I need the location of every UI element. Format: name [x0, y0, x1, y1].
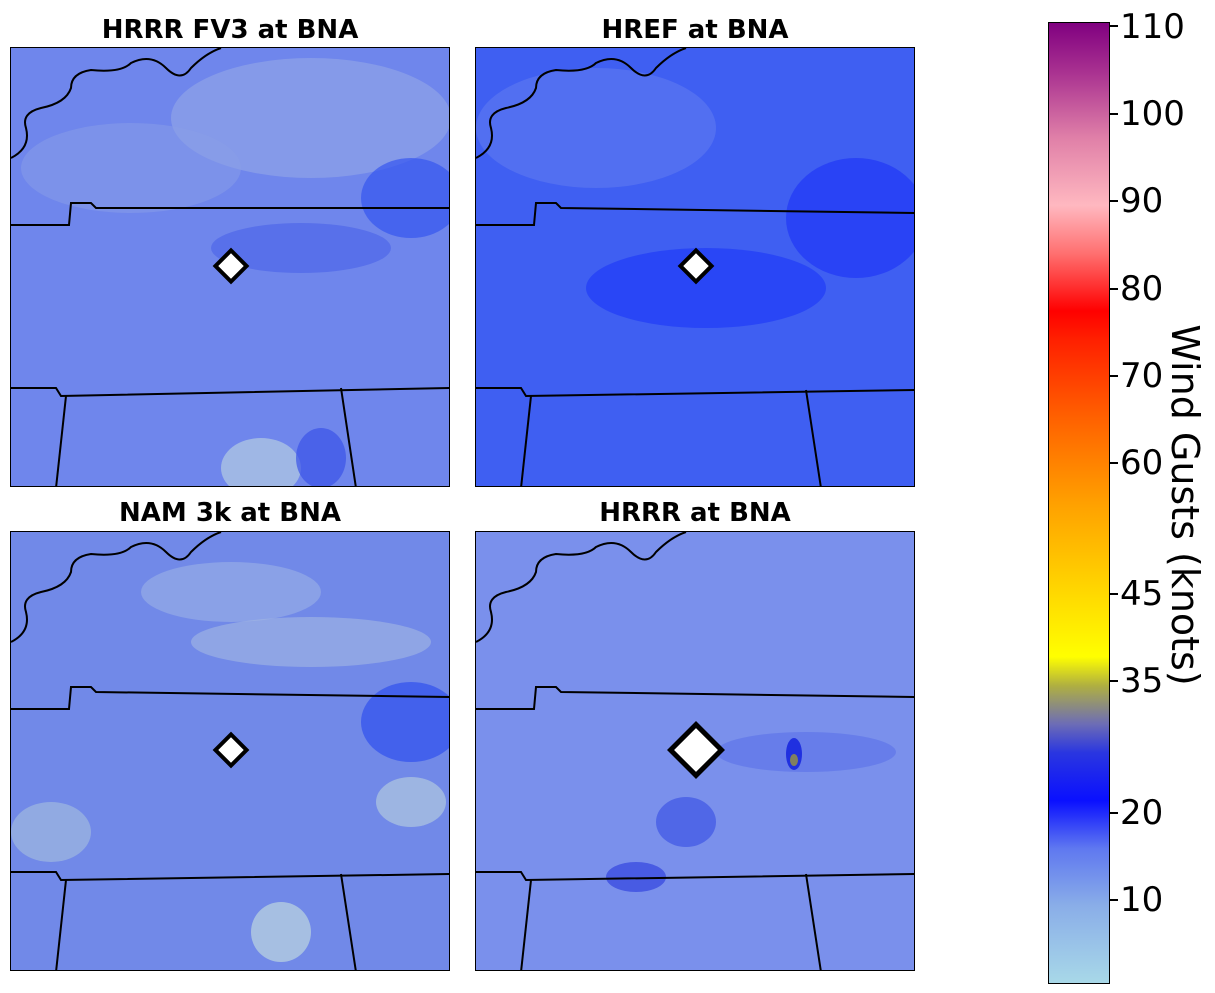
colorbar-tick-label: 35: [1120, 661, 1164, 701]
colorbar-tick-label: 45: [1120, 574, 1164, 614]
colorbar-tick-label: 20: [1120, 793, 1164, 833]
colorbar: [1048, 22, 1110, 984]
station-marker-1: [212, 247, 250, 285]
colorbar-tick: [1110, 288, 1118, 290]
panel-title-1: HRRR FV3 at BNA: [101, 15, 359, 45]
panel-title-4: HRRR at BNA: [599, 498, 791, 528]
colorbar-tick-label: 10: [1120, 880, 1164, 920]
colorbar-tick: [1110, 899, 1118, 901]
colorbar-tick-label: 70: [1120, 356, 1164, 396]
map-panel-hrrr-fv3: [10, 47, 450, 487]
colorbar-tick: [1110, 200, 1118, 202]
station-marker-2: [677, 247, 715, 285]
colorbar-title: Wind Gusts (knots): [1163, 324, 1207, 686]
colorbar-tick-label: 80: [1120, 269, 1164, 309]
station-marker-4: [667, 721, 725, 779]
colorbar-tick: [1110, 680, 1118, 682]
map-graphic-3: [11, 532, 449, 970]
colorbar-tick: [1110, 375, 1118, 377]
colorbar-tick: [1110, 812, 1118, 814]
colorbar-tick-label: 90: [1120, 181, 1164, 221]
panel-title-2: HREF at BNA: [601, 15, 789, 45]
map-graphic-4: [476, 532, 914, 970]
station-marker-3: [212, 731, 250, 769]
map-graphic-2: [476, 48, 914, 486]
panel-title-3: NAM 3k at BNA: [119, 498, 341, 528]
colorbar-tick-label: 110: [1120, 7, 1185, 47]
colorbar-tick-label: 60: [1120, 443, 1164, 483]
colorbar-tick: [1110, 25, 1118, 27]
colorbar-tick: [1110, 462, 1118, 464]
colorbar-tick: [1110, 113, 1118, 115]
colorbar-tick: [1110, 593, 1118, 595]
colorbar-tick-label: 100: [1120, 94, 1185, 134]
map-graphic-1: [11, 48, 449, 486]
map-panel-hrrr: [475, 531, 915, 971]
map-panel-nam-3k: [10, 531, 450, 971]
map-panel-href: [475, 47, 915, 487]
